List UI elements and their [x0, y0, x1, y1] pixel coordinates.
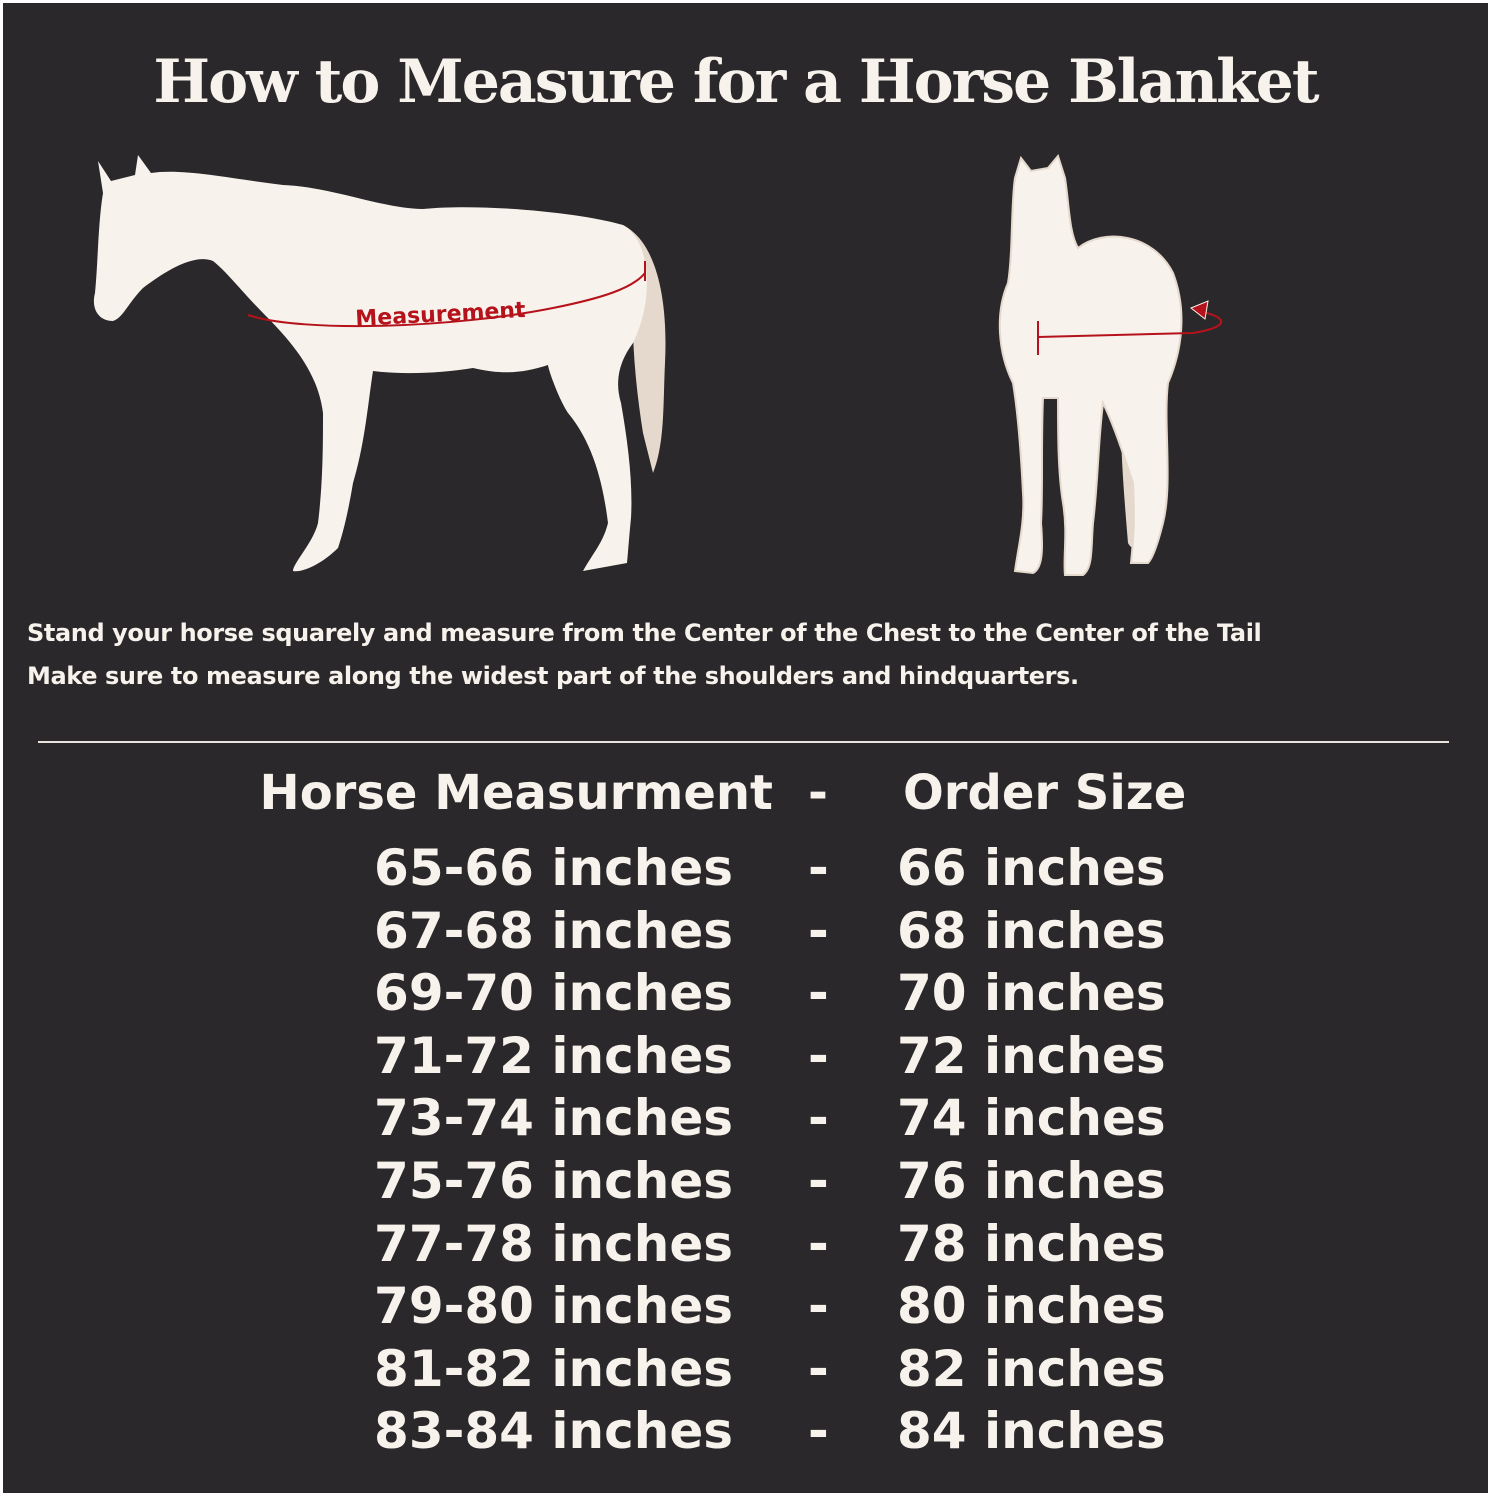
measurement-cell: 67-68 inches: [374, 901, 733, 960]
order-size-cell: 70 inches: [897, 964, 1166, 1023]
header-separator: -: [808, 765, 828, 821]
front-horse-illustration: [998, 153, 1223, 576]
instruction-line-1: Stand your horse squarely and measure fr…: [27, 619, 1262, 647]
measurement-cell: 77-78 inches: [374, 1214, 733, 1273]
order-size-cell: 84 inches: [897, 1402, 1166, 1461]
separator-cell: -: [808, 839, 829, 897]
table-row: 77-78 inches - 78 inches: [3, 1215, 1488, 1277]
divider: [38, 741, 1449, 743]
table-row: 79-80 inches - 80 inches: [3, 1277, 1488, 1339]
measurement-cell: 69-70 inches: [374, 964, 733, 1023]
measurement-cell: 65-66 inches: [374, 839, 733, 897]
order-size-cell: 80 inches: [897, 1277, 1166, 1336]
table-row: 65-66 inches - 66 inches: [3, 839, 1488, 901]
table-row: 71-72 inches - 72 inches: [3, 1027, 1488, 1089]
separator-cell: -: [808, 901, 829, 960]
measurement-cell: 73-74 inches: [374, 1089, 733, 1148]
table-row: 67-68 inches - 68 inches: [3, 902, 1488, 964]
table-row: 69-70 inches - 70 inches: [3, 964, 1488, 1026]
separator-cell: -: [808, 1339, 829, 1398]
table-row: 75-76 inches - 76 inches: [3, 1152, 1488, 1214]
separator-cell: -: [808, 1089, 829, 1148]
measurement-line: [247, 272, 646, 328]
header-order-size: Order Size: [903, 765, 1187, 821]
table-row: 73-74 inches - 74 inches: [3, 1089, 1488, 1151]
order-size-cell: 78 inches: [897, 1214, 1166, 1273]
measurement-cell: 83-84 inches: [374, 1402, 733, 1461]
header-measurement: Horse Measurment: [259, 765, 773, 821]
table-header: Horse Measurment - Order Size: [3, 765, 1488, 827]
separator-cell: -: [808, 1277, 829, 1336]
measurement-cell: 71-72 inches: [374, 1026, 733, 1085]
separator-cell: -: [808, 1152, 829, 1210]
separator-cell: -: [808, 1402, 829, 1461]
measurement-cell: 79-80 inches: [374, 1277, 733, 1336]
order-size-cell: 68 inches: [897, 901, 1166, 960]
order-size-cell: 72 inches: [897, 1026, 1166, 1085]
table-row: 83-84 inches - 84 inches: [3, 1402, 1488, 1464]
table-row: 81-82 inches - 82 inches: [3, 1340, 1488, 1402]
side-horse-illustration: Measurement: [93, 153, 1223, 576]
separator-cell: -: [808, 964, 829, 1023]
separator-cell: -: [808, 1214, 829, 1273]
order-size-cell: 76 inches: [897, 1152, 1166, 1210]
front-horse-body: [998, 153, 1183, 576]
order-size-cell: 74 inches: [897, 1089, 1166, 1148]
order-size-cell: 82 inches: [897, 1339, 1166, 1398]
instruction-line-2: Make sure to measure along the widest pa…: [27, 662, 1079, 690]
measurement-cell: 75-76 inches: [374, 1152, 733, 1210]
side-horse-body: [93, 155, 647, 572]
measurement-cell: 81-82 inches: [374, 1339, 733, 1398]
order-size-cell: 66 inches: [897, 839, 1166, 897]
page-title: How to Measure for a Horse Blanket: [153, 47, 1319, 117]
infographic-panel: How to Measure for a Horse Blanket Measu…: [3, 3, 1488, 1493]
girth-arrow: [1037, 310, 1223, 338]
separator-cell: -: [808, 1026, 829, 1085]
arrow-head-icon: [1190, 300, 1209, 320]
